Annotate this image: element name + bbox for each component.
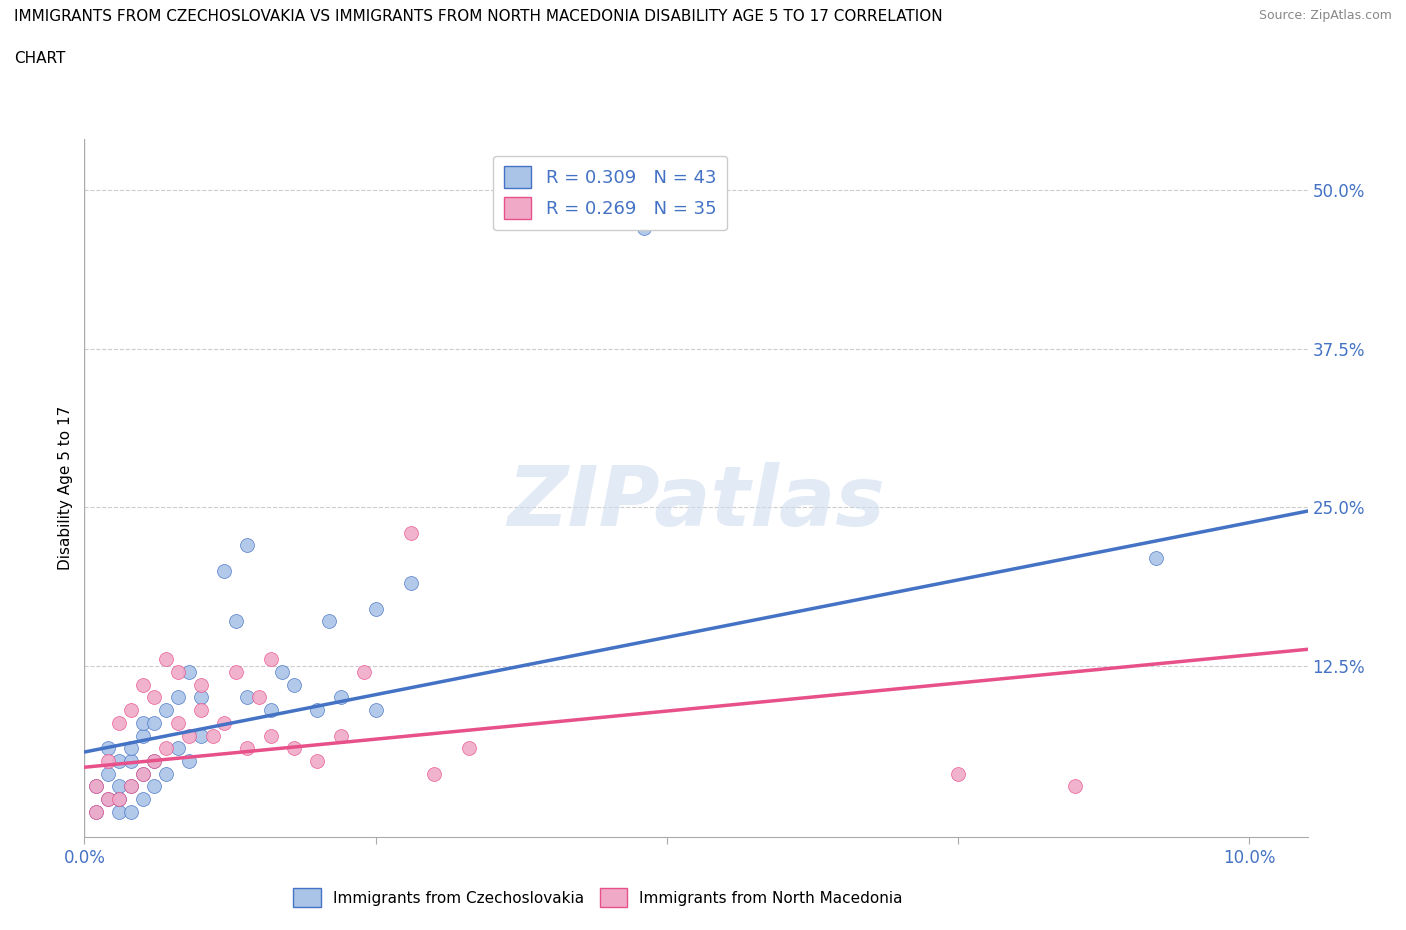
Point	[399, 576, 422, 591]
Point	[212, 564, 235, 578]
Point	[225, 614, 247, 629]
Point	[283, 741, 305, 756]
Point	[946, 766, 969, 781]
Point	[97, 753, 120, 768]
Point	[329, 690, 352, 705]
Point	[236, 741, 259, 756]
Point	[131, 728, 153, 743]
Point	[212, 715, 235, 730]
Point	[97, 791, 120, 806]
Point	[364, 703, 387, 718]
Text: IMMIGRANTS FROM CZECHOSLOVAKIA VS IMMIGRANTS FROM NORTH MACEDONIA DISABILITY AGE: IMMIGRANTS FROM CZECHOSLOVAKIA VS IMMIGR…	[14, 9, 942, 24]
Point	[201, 728, 224, 743]
Point	[84, 804, 107, 819]
Point	[84, 778, 107, 793]
Point	[120, 804, 142, 819]
Point	[120, 753, 142, 768]
Point	[247, 690, 270, 705]
Point	[97, 766, 120, 781]
Point	[179, 728, 201, 743]
Point	[120, 703, 142, 718]
Point	[143, 753, 166, 768]
Point	[318, 614, 340, 629]
Point	[84, 804, 107, 819]
Point	[190, 703, 212, 718]
Point	[120, 778, 142, 793]
Point	[131, 766, 153, 781]
Text: Source: ZipAtlas.com: Source: ZipAtlas.com	[1258, 9, 1392, 22]
Point	[166, 690, 188, 705]
Point	[283, 677, 305, 692]
Point	[236, 538, 259, 552]
Point	[97, 741, 120, 756]
Point	[1144, 551, 1167, 565]
Point	[166, 741, 188, 756]
Point	[108, 715, 131, 730]
Point	[131, 715, 153, 730]
Point	[260, 728, 283, 743]
Text: ZIPatlas: ZIPatlas	[508, 461, 884, 543]
Y-axis label: Disability Age 5 to 17: Disability Age 5 to 17	[58, 406, 73, 570]
Point	[155, 766, 177, 781]
Point	[307, 703, 329, 718]
Point	[108, 791, 131, 806]
Point	[108, 778, 131, 793]
Point	[457, 741, 479, 756]
Point	[155, 703, 177, 718]
Point	[353, 665, 375, 680]
Point	[633, 220, 655, 235]
Point	[166, 665, 188, 680]
Point	[120, 778, 142, 793]
Point	[271, 665, 294, 680]
Point	[364, 602, 387, 617]
Point	[143, 715, 166, 730]
Point	[155, 652, 177, 667]
Point	[155, 741, 177, 756]
Point	[108, 753, 131, 768]
Point	[143, 690, 166, 705]
Point	[108, 804, 131, 819]
Point	[143, 753, 166, 768]
Point	[190, 677, 212, 692]
Point	[131, 766, 153, 781]
Point	[108, 791, 131, 806]
Point	[120, 741, 142, 756]
Point	[1063, 778, 1085, 793]
Text: CHART: CHART	[14, 51, 66, 66]
Point	[225, 665, 247, 680]
Point	[166, 715, 188, 730]
Point	[423, 766, 446, 781]
Point	[329, 728, 352, 743]
Point	[260, 703, 283, 718]
Legend: Immigrants from Czechoslovakia, Immigrants from North Macedonia: Immigrants from Czechoslovakia, Immigran…	[287, 883, 908, 913]
Point	[143, 778, 166, 793]
Point	[190, 728, 212, 743]
Point	[97, 791, 120, 806]
Point	[236, 690, 259, 705]
Point	[131, 677, 153, 692]
Point	[84, 778, 107, 793]
Point	[399, 525, 422, 540]
Point	[260, 652, 283, 667]
Point	[190, 690, 212, 705]
Point	[179, 665, 201, 680]
Point	[131, 791, 153, 806]
Point	[307, 753, 329, 768]
Point	[179, 753, 201, 768]
